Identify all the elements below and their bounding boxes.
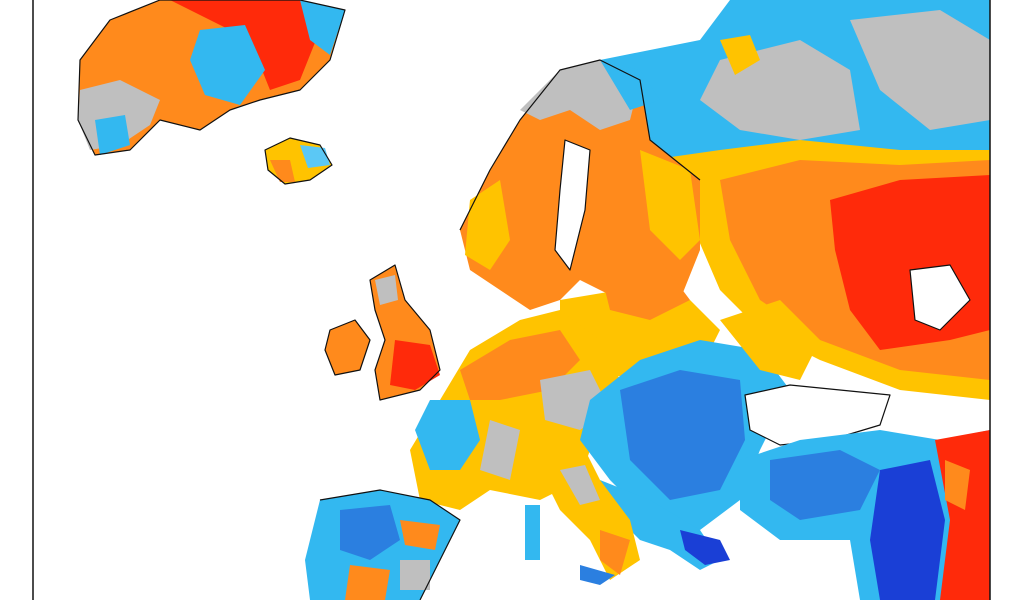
coastline bbox=[319, 489, 461, 600]
coastline bbox=[369, 264, 441, 401]
region bbox=[400, 560, 430, 590]
region bbox=[270, 160, 295, 182]
region bbox=[390, 340, 440, 390]
region bbox=[770, 450, 880, 520]
region bbox=[720, 300, 820, 380]
coastline bbox=[554, 139, 591, 271]
region bbox=[95, 115, 130, 155]
region bbox=[600, 60, 660, 110]
region bbox=[300, 145, 330, 168]
british-isles bbox=[324, 264, 441, 401]
russia-central bbox=[650, 140, 990, 400]
region bbox=[600, 260, 690, 320]
region bbox=[300, 0, 345, 55]
region bbox=[480, 420, 520, 480]
coastline bbox=[324, 319, 371, 376]
region bbox=[945, 460, 970, 510]
baltic-sea bbox=[555, 140, 590, 270]
region bbox=[560, 465, 600, 505]
italy bbox=[525, 440, 640, 585]
coastline bbox=[77, 0, 346, 156]
region bbox=[520, 60, 640, 130]
russia-north bbox=[600, 0, 990, 170]
iceland bbox=[264, 137, 333, 185]
region bbox=[415, 400, 480, 470]
region bbox=[850, 10, 990, 130]
turkey bbox=[740, 430, 990, 600]
central-east bbox=[580, 300, 820, 530]
coastline bbox=[264, 137, 333, 185]
region bbox=[345, 565, 390, 600]
region bbox=[375, 275, 398, 305]
region bbox=[600, 530, 630, 575]
coastline bbox=[459, 59, 701, 231]
region bbox=[680, 530, 730, 565]
region bbox=[190, 25, 265, 105]
region bbox=[170, 0, 320, 90]
black-sea bbox=[745, 385, 890, 445]
balkans bbox=[600, 480, 730, 570]
iberia bbox=[305, 489, 461, 600]
region bbox=[340, 505, 400, 560]
sardinia bbox=[525, 505, 540, 560]
region bbox=[325, 320, 370, 375]
region bbox=[620, 370, 745, 500]
greenland bbox=[77, 0, 346, 156]
coastline bbox=[744, 384, 891, 446]
region bbox=[400, 520, 440, 550]
sicily bbox=[580, 565, 615, 585]
region bbox=[870, 460, 945, 600]
coastline bbox=[909, 264, 971, 331]
region bbox=[640, 150, 700, 260]
region bbox=[720, 35, 760, 75]
black-sea bbox=[744, 384, 891, 446]
region bbox=[465, 180, 510, 270]
scandinavia bbox=[459, 59, 701, 310]
caspian-sea bbox=[910, 265, 970, 330]
